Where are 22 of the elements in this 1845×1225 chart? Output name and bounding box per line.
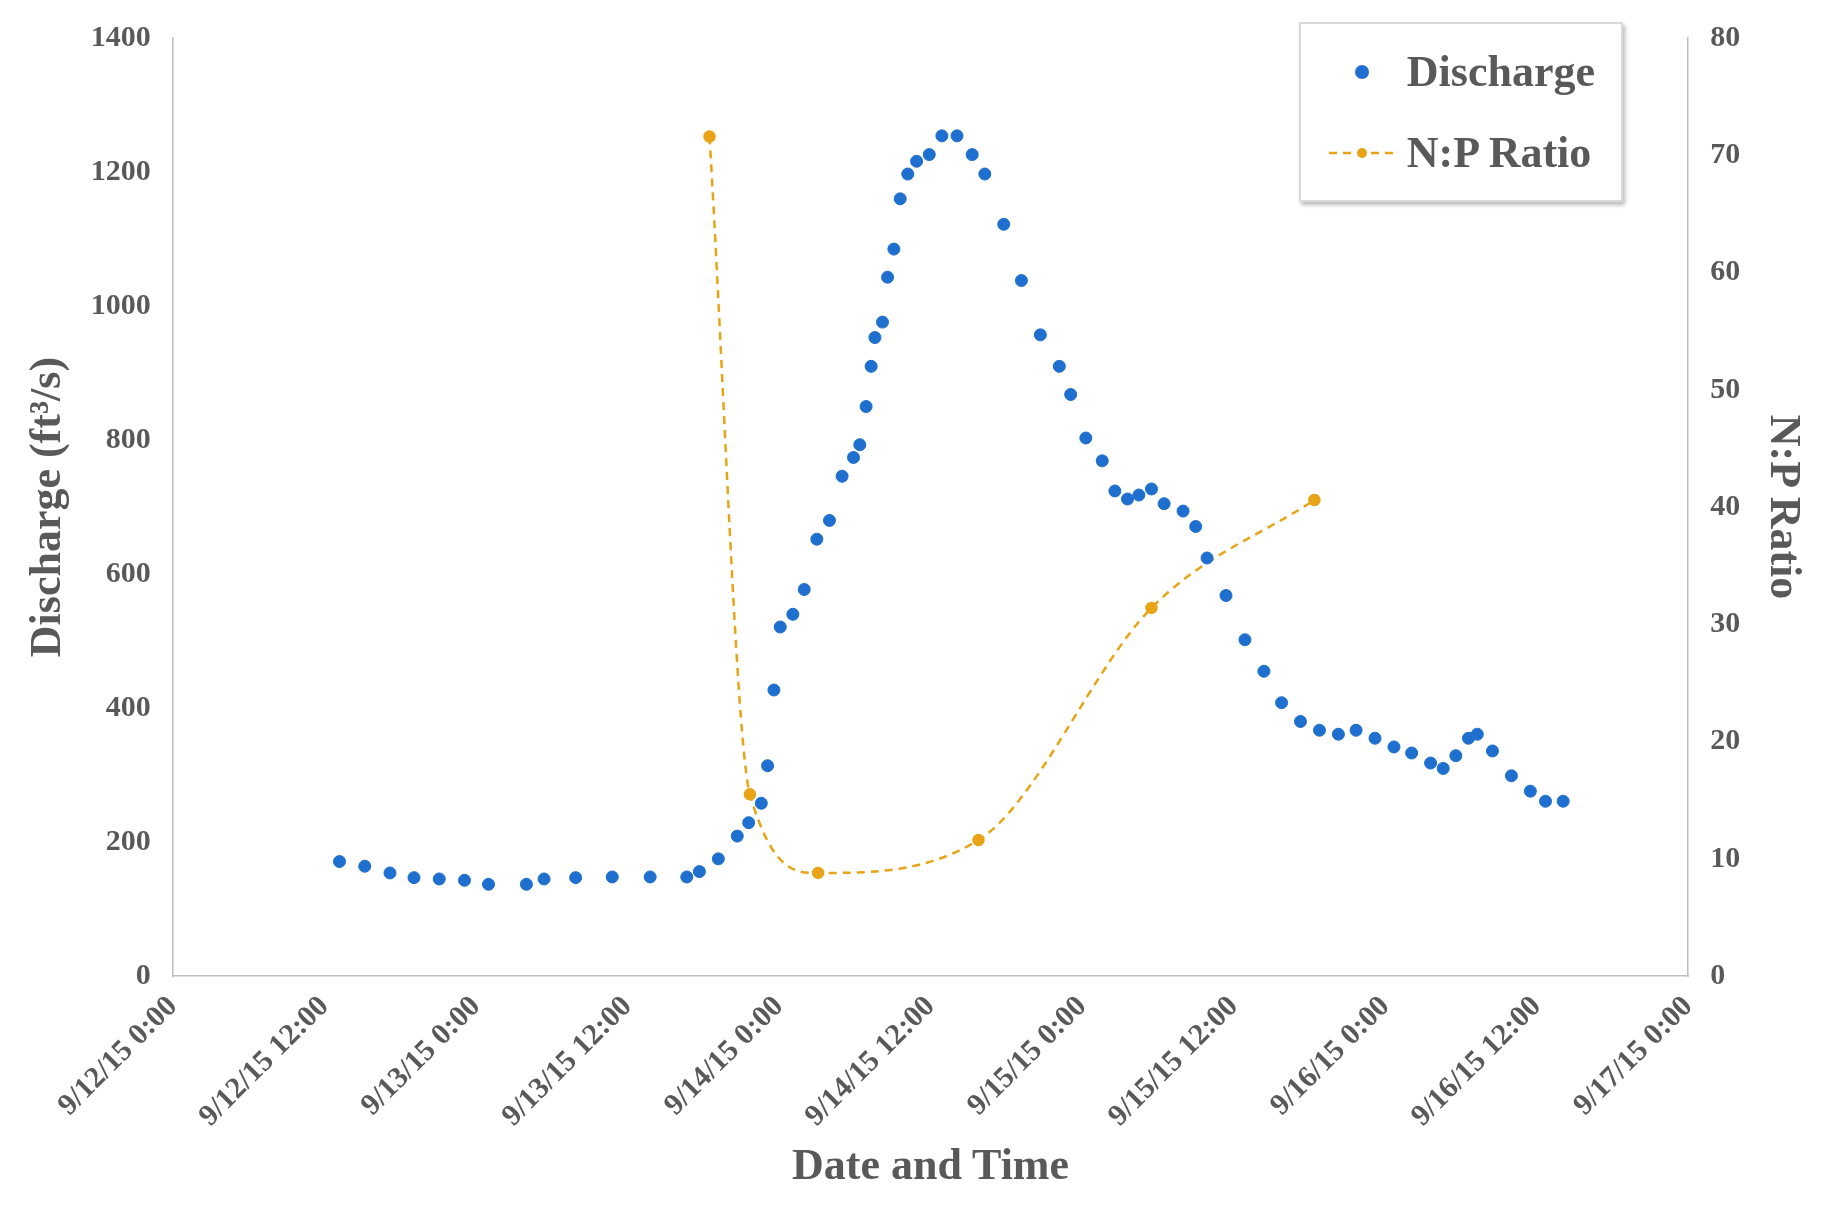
y2-axis-title: N:P Ratio — [1761, 414, 1811, 600]
legend-label: Discharge — [1406, 46, 1595, 97]
y2-tick-label: 60 — [1710, 253, 1741, 287]
y2-tick-label: 70 — [1710, 136, 1741, 170]
y-tick-label: 1000 — [90, 286, 151, 320]
y2-tick-label: 30 — [1710, 605, 1741, 639]
x-axis-title: Date and Time — [791, 1139, 1070, 1189]
y-tick-label: 0 — [135, 956, 151, 990]
y-tick-label: 800 — [105, 420, 151, 454]
y-axis-title: Discharge (ft³/s) — [20, 356, 70, 658]
y2-tick-label: 40 — [1710, 487, 1741, 521]
y2-tick-label: 80 — [1710, 18, 1741, 52]
y-tick-label: 600 — [105, 554, 151, 588]
y2-tick-label: 0 — [1710, 956, 1726, 990]
y-tick-label: 1200 — [90, 152, 151, 186]
y-tick-label: 400 — [105, 688, 151, 722]
y-tick-label: 200 — [105, 822, 151, 856]
y2-tick-label: 20 — [1710, 722, 1741, 756]
y-tick-label: 1400 — [90, 18, 151, 52]
y2-tick-label: 50 — [1710, 370, 1741, 404]
legend-label: N:P Ratio — [1406, 127, 1592, 178]
y2-tick-label: 10 — [1710, 839, 1741, 873]
